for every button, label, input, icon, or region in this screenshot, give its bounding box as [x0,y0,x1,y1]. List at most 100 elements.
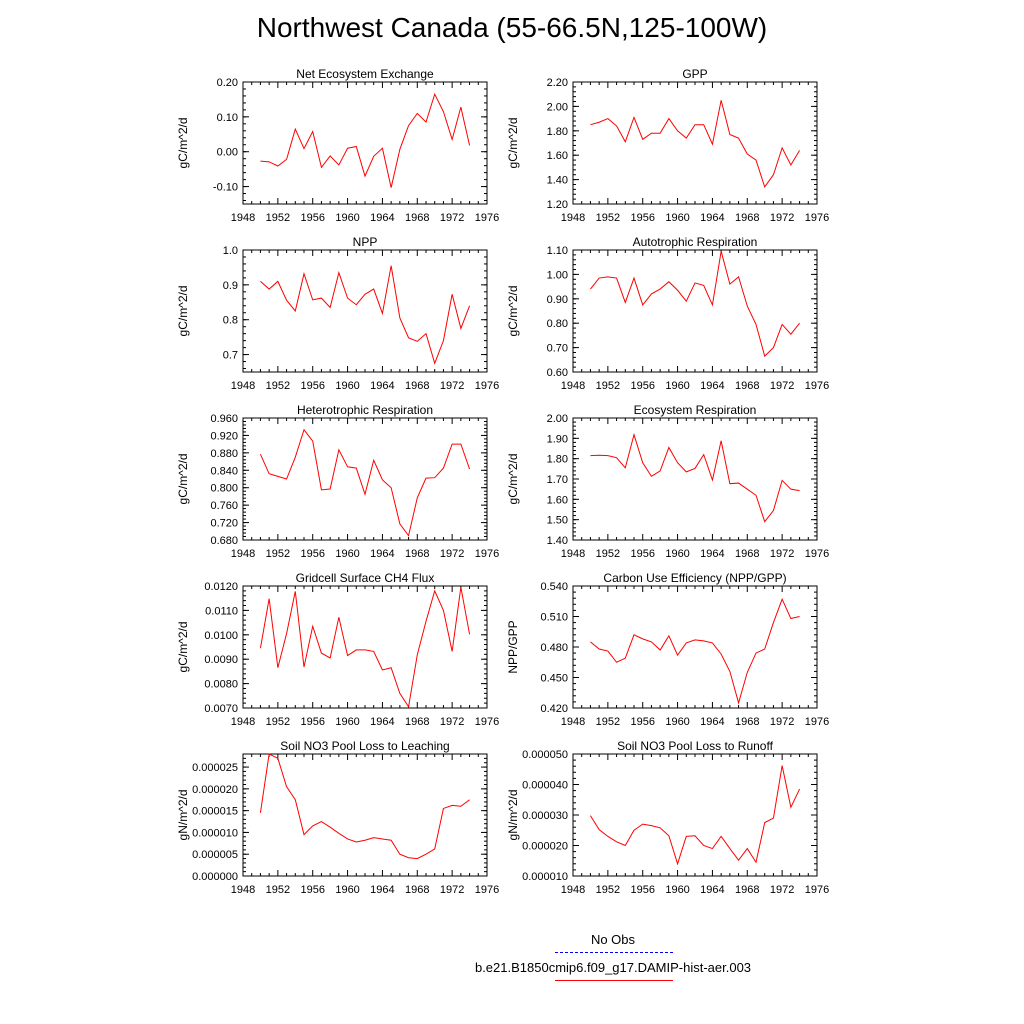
y-tick-label: 0.480 [540,642,568,654]
x-tick-label: 1956 [300,212,324,224]
chart-panel-6: 1948 1952 1956 1960 1964 1968 1972 1976 1.40 1.50… [506,403,829,560]
legend-label: b.e21.B1850cmip6.f09_g17.DAMIP-hist-aer.… [474,960,752,975]
plot-frame [242,753,488,877]
y-tick-label: 1.40 [547,535,568,547]
legend-line-solid [555,980,673,981]
x-tick-label: 1968 [735,716,759,728]
x-tick-label: 1964 [370,716,394,728]
x-tick-label: 1976 [475,380,499,392]
x-tick-label: 1960 [665,380,689,392]
chart-panel-2: 1948 1952 1956 1960 1964 1968 1972 1976 1.20 1.40… [506,67,829,224]
x-tick-label: 1972 [770,716,794,728]
x-tick-label: 1972 [440,716,464,728]
y-tick-label: 1.70 [547,474,568,486]
y-tick-label: 0.000025 [192,762,238,774]
x-tick-label: 1964 [370,884,394,896]
chart-panel-10: 1948 1952 1956 1960 1964 1968 1972 1976 0.000010… [506,739,829,896]
y-tick-label: 0.420 [540,703,568,715]
y-tick-label: 0.720 [210,518,238,530]
x-tick-label: 1976 [475,212,499,224]
y-tick-label: 0.0110 [205,605,238,617]
x-tick-label: 1948 [561,212,585,224]
chart-title: Autotrophic Respiration [633,235,758,249]
x-tick-label: 1948 [561,548,585,560]
data-series-line [259,753,470,860]
y-tick-label: 0.000030 [522,810,568,822]
x-tick-label: 1968 [735,548,759,560]
chart-panel-8: 1948 1952 1956 1960 1964 1968 1972 1976 0.420 0.4… [506,571,829,728]
y-tick-label: 1.0 [223,245,238,257]
y-tick-label: 0.8 [223,315,238,327]
y-tick-label: 2.00 [547,413,568,425]
data-series-line [590,765,801,866]
x-tick-label: 1960 [665,212,689,224]
y-tick-label: 1.20 [547,199,568,211]
y-axis-label: gN/m^2/d [506,790,520,841]
chart-panel-1: 1948 1952 1956 1960 1964 1968 1972 1976 -0.10 0.0… [176,67,499,224]
x-tick-label: 1956 [630,884,654,896]
x-tick-label: 1952 [266,548,290,560]
y-tick-label: 0.000040 [522,780,568,792]
chart-panel-4: 1948 1952 1956 1960 1964 1968 1972 1976 0.60 0.70… [506,235,829,392]
y-tick-label: 0.0080 [204,679,238,691]
x-tick-label: 1960 [335,716,359,728]
plot-frame [242,81,488,205]
chart-title: Heterotrophic Respiration [297,403,433,417]
y-tick-label: 0.00 [217,147,238,159]
y-axis-label: NPP/GPP [506,620,520,673]
y-tick-label: 1.10 [547,245,568,257]
x-tick-label: 1960 [665,884,689,896]
legend-label: No Obs [590,932,636,947]
x-tick-label: 1952 [596,212,620,224]
x-tick-label: 1976 [475,716,499,728]
y-tick-label: 0.960 [210,413,238,425]
x-tick-label: 1972 [440,548,464,560]
y-axis-label: gC/m^2/d [506,286,520,337]
x-tick-label: 1956 [300,716,324,728]
y-axis-label: gC/m^2/d [506,118,520,169]
y-tick-label: 0.0090 [204,654,238,666]
x-tick-label: 1956 [300,548,324,560]
x-tick-label: 1976 [805,380,829,392]
y-tick-label: 0.000050 [522,749,568,761]
x-tick-label: 1964 [700,548,724,560]
x-tick-label: 1964 [700,884,724,896]
y-tick-label: 1.80 [547,126,568,138]
plot-frame [242,249,488,373]
legend-line-dashed [555,952,673,953]
data-series-line [259,428,471,537]
x-tick-label: 1948 [231,716,255,728]
x-tick-label: 1968 [735,884,759,896]
legend: No Obs b.e21.B1850cmip6.f09_g17.DAMIP-hi… [420,930,810,986]
y-axis-label: gN/m^2/d [176,790,190,841]
y-tick-label: 0.840 [210,465,238,477]
y-tick-label: 0.000010 [192,827,238,839]
y-tick-label: 0.450 [540,673,568,685]
x-tick-label: 1972 [770,212,794,224]
x-tick-label: 1972 [770,884,794,896]
x-tick-label: 1976 [805,884,829,896]
x-tick-label: 1964 [700,380,724,392]
x-tick-label: 1952 [266,380,290,392]
x-tick-label: 1956 [300,884,324,896]
y-tick-label: 1.60 [547,494,568,506]
x-tick-label: 1968 [405,380,429,392]
x-tick-label: 1968 [405,884,429,896]
y-axis-label: gC/m^2/d [176,622,190,673]
plot-frame [572,81,818,205]
page-title: Northwest Canada (55-66.5N,125-100W) [256,12,768,43]
y-tick-label: 0.000000 [192,871,238,883]
y-tick-label: 0.000015 [192,806,238,818]
plot-frame [242,417,488,541]
x-tick-label: 1948 [231,212,255,224]
x-tick-label: 1960 [665,716,689,728]
y-axis-label: gC/m^2/d [176,118,190,169]
y-tick-label: 0.9 [223,280,238,292]
x-tick-label: 1960 [335,884,359,896]
chart-title: GPP [682,67,707,81]
x-tick-label: 1968 [405,548,429,560]
x-tick-label: 1968 [735,380,759,392]
x-tick-label: 1956 [630,716,654,728]
y-axis-label: gC/m^2/d [176,286,190,337]
